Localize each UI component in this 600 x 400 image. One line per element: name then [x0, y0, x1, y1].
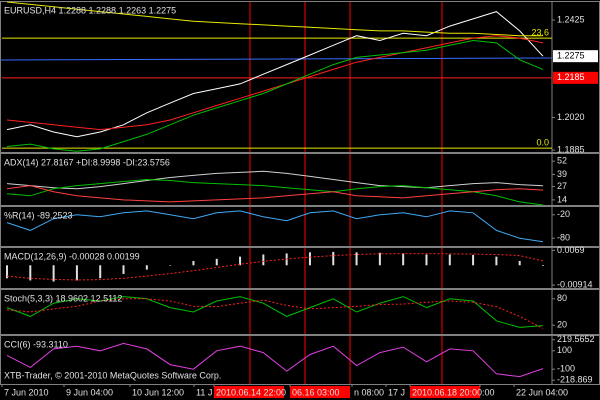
- y-tick-label: 219.5652: [557, 334, 595, 344]
- histogram-bar: [495, 256, 498, 266]
- series-line: [6, 170, 544, 190]
- histogram-bar: [239, 256, 242, 266]
- histogram-bar: [332, 251, 335, 266]
- series-line: [6, 210, 544, 243]
- time-label: 22 Jun 04:00: [516, 387, 568, 397]
- panel-title: MACD(12,26,9) -0.00028 0.00199: [4, 251, 140, 261]
- y-tick-label: -20: [557, 209, 570, 219]
- y-tick-label: 14: [557, 194, 567, 204]
- histogram-bar: [542, 265, 544, 266]
- histogram-bar: [6, 265, 8, 279]
- time-highlight: [410, 386, 480, 398]
- time-label: :00: [482, 387, 495, 397]
- y-tick-label: 80: [557, 293, 567, 303]
- panel-title: EURUSD,H4 1.2288 1.2288 1.2263 1.2275: [4, 5, 176, 15]
- histogram-bar: [472, 254, 475, 266]
- histogram-bar: [99, 265, 102, 279]
- y-tick-label: 39: [557, 169, 567, 179]
- histogram-bar: [215, 258, 218, 266]
- histogram-bar: [308, 252, 311, 266]
- current-price-box: [553, 50, 598, 63]
- histogram-bar: [145, 265, 148, 270]
- y-tick-label: 0.0069: [557, 245, 585, 255]
- y-tick-label: -100: [557, 364, 575, 374]
- histogram-bar: [402, 253, 405, 266]
- histogram-bar: [52, 265, 55, 282]
- marked-price-label: 1.2185: [557, 72, 585, 82]
- marked-price-box: [553, 71, 598, 84]
- panel-title: CCI(6) -93.3110: [4, 339, 68, 349]
- y-tick-label: 1.1885: [557, 144, 585, 154]
- time-label: 7 Jun 2010: [4, 387, 49, 397]
- y-tick-label: 27: [557, 181, 567, 191]
- series-line: [6, 11, 544, 138]
- time-label: 2010.06.18 20:00: [412, 387, 482, 397]
- y-tick-label: -218.869: [557, 375, 593, 385]
- time-label: 2010.06.14 22:00: [216, 387, 286, 397]
- panel-title: Stoch(5,3,3) 18.9602 12.5112: [4, 293, 122, 303]
- current-price-label: 1.2275: [557, 51, 585, 61]
- series-line: [6, 39, 544, 152]
- series-line: [6, 342, 544, 378]
- time-label: 06.16 03:00: [292, 387, 340, 397]
- fib-label: 0.0: [536, 138, 549, 148]
- panel-title: %R(14) -89.2523: [4, 210, 73, 220]
- fib-label: 23.6: [531, 27, 549, 37]
- time-label: n 08:00: [354, 387, 384, 397]
- series-line: [6, 178, 544, 206]
- histogram-bar: [29, 265, 32, 281]
- series-line: [6, 296, 544, 328]
- y-tick-label: 1.2425: [557, 14, 585, 24]
- time-highlight: [214, 386, 284, 398]
- histogram-bar: [75, 265, 78, 281]
- series-line: [6, 1, 543, 37]
- time-label: 10 Jun 12:00: [132, 387, 184, 397]
- y-tick-label: 100: [557, 345, 572, 355]
- time-label: 11 J: [196, 387, 212, 397]
- time-label: 17 J: [388, 387, 405, 397]
- histogram-bar: [425, 254, 428, 266]
- histogram-bar: [378, 252, 381, 266]
- watermark: XTB-Trader, © 2001-2010 MetaQuotes Softw…: [4, 370, 221, 380]
- panel-title: ADX(14) 27.8167 +DI:8.9998 -DI:23.5756: [4, 157, 170, 167]
- histogram-bar: [518, 260, 521, 266]
- vertical-markers: [249, 2, 443, 384]
- blue-level: [0, 57, 553, 61]
- y-tick-label: 1.2020: [557, 112, 585, 122]
- y-tick-label: 52: [557, 156, 567, 166]
- histogram-bar: [192, 260, 195, 266]
- histogram-bar: [262, 254, 265, 266]
- time-label: 9 Jun 04:00: [66, 387, 113, 397]
- series-line: [6, 35, 544, 131]
- histogram-bar: [169, 265, 172, 266]
- histogram-bar: [355, 252, 358, 266]
- series-line: [6, 185, 544, 203]
- y-tick-label: -0.00914: [557, 279, 593, 289]
- histogram-bar: [122, 265, 125, 274]
- histogram-bar: [448, 254, 451, 266]
- time-highlight: [290, 386, 350, 398]
- y-tick-label: -80: [557, 233, 570, 243]
- y-tick-label: 20: [557, 320, 567, 330]
- series-line: [6, 253, 544, 281]
